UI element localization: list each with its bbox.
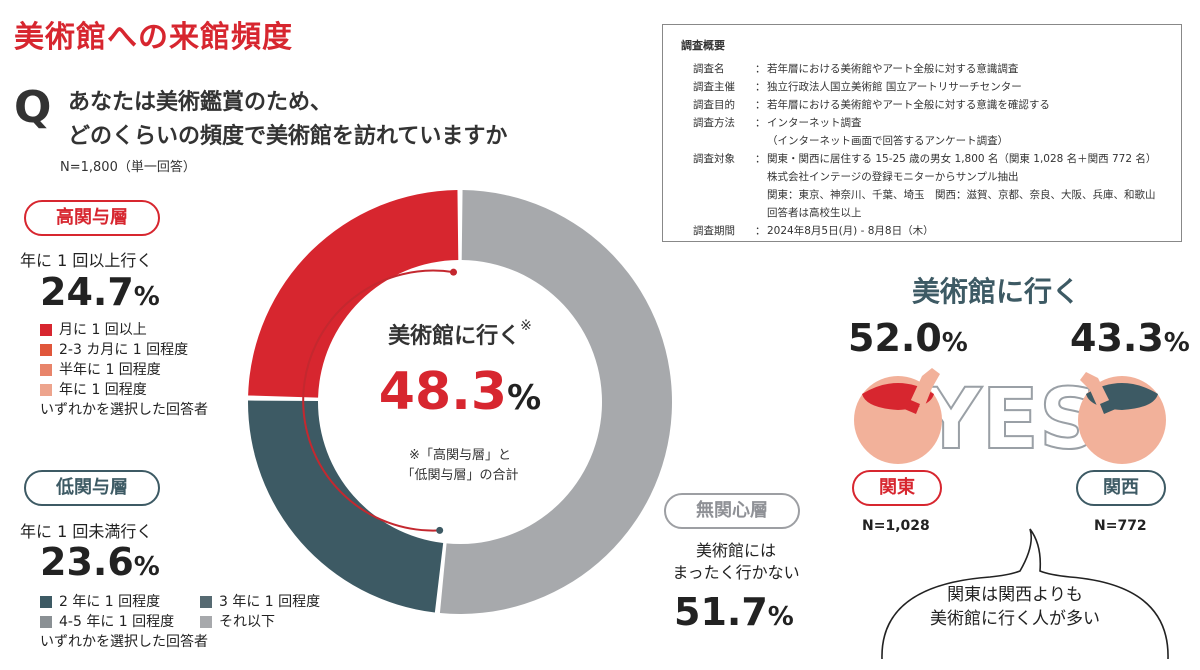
high-legend-item: 年に 1 回程度 [40,380,208,400]
high-legend-item: 月に 1 回以上 [40,320,208,340]
kanto-value-unit: % [941,328,968,358]
bracket-end-dot [436,526,444,534]
yes-text: YES [920,370,1100,468]
high-value-number: 24.7 [40,270,134,314]
kanto-sample-size: N=1,028 [862,518,930,534]
conclusion-text: 関東は関西よりも 美術館に行く人が多い [930,583,1100,631]
survey-method-detail: （インターネット画面で回答するアンケート調査） [767,135,1009,147]
center-footnote: ※「高関与層」と 「低関与層」の合計 [340,446,580,486]
no-interest-desc-line-2: まったく行かない [672,563,800,582]
legend-swatch [40,596,52,608]
legend-swatch [40,344,52,356]
center-footnote-line-2: 「低関与層」の合計 [401,468,519,483]
no-interest-desc-line-1: 美術館には [695,541,776,560]
low-involvement-badge: 低関与層 [24,470,160,506]
kansai-value-unit: % [1163,328,1190,358]
donut-slice-low [248,400,444,613]
kansai-value: 43.3% [1070,316,1190,360]
low-value-number: 23.6 [40,540,134,584]
no-interest-value: 51.7% [674,590,794,634]
low-value-unit: % [133,552,160,582]
question-line-1: あなたは美術鑑賞のため、 [68,90,333,115]
survey-target-region: 関東：東京、神奈川、千葉、埼玉 関西：滋賀、京都、奈良、大阪、兵庫、和歌山 [767,189,1156,201]
survey-row: 調査期間： 2024年8月5日(月) - 8月8日（木） [693,225,934,237]
survey-target-note: 回答者は高校生以上 [767,207,862,219]
survey-row: 調査方法：インターネット調査 [693,117,862,129]
legend-swatch [200,596,212,608]
low-legend-item: 2 年に 1 回程度 [40,592,200,612]
legend-swatch [40,616,52,628]
high-involvement-value: 24.7% [40,270,160,314]
question-text: あなたは美術鑑賞のため、 どのくらいの頻度で美術館を訪れていますか [68,86,507,154]
high-legend-item: 2-3 カ月に 1 回程度 [40,340,208,360]
legend-swatch [200,616,212,628]
low-legend-item: 3 年に 1 回程度 [200,592,320,612]
center-value: 48.3% [340,362,580,422]
donut-slice-high [248,190,459,398]
low-legend-note: いずれかを選択した回答者 [40,634,208,650]
survey-title: 調査概要 [681,39,725,52]
center-value-number: 48.3 [378,362,508,422]
kanto-badge: 関東 [852,470,942,506]
high-legend-note: いずれかを選択した回答者 [40,402,208,418]
legend-swatch [40,384,52,396]
no-interest-desc: 美術館には まったく行かない [650,540,822,584]
center-footnote-line-1: ※「高関与層」と [409,448,511,463]
sample-size-note: N=1,800（単一回答） [60,160,196,175]
survey-row: 調査対象：関東・関西に居住する 15-25 歳の男女 1,800 名（関東 1,… [693,153,1157,165]
survey-overview: 調査概要 調査名：若年層における美術館やアート全般に対する意識調査 調査主催：独… [662,24,1182,242]
comparison-title: 美術館に行く [912,275,1081,308]
conclusion-line-2: 美術館に行く人が多い [930,609,1100,629]
kansai-sample-size: N=772 [1094,518,1147,534]
legend-swatch [40,324,52,336]
survey-row: 調査目的：若年層における美術館やアート全般に対する意識を確認する [693,99,1050,111]
center-label-block: 美術館に行く※ [340,318,580,350]
kanto-value: 52.0% [848,316,968,360]
high-involvement-desc: 年に 1 回以上行く [20,251,153,270]
survey-row: 調査主催：独立行政法人国立美術館 国立アートリサーチセンター [693,81,1022,93]
donut-chart [248,190,672,614]
legend-swatch [40,364,52,376]
question-line-2: どのくらいの頻度で美術館を訪れていますか [68,124,508,149]
high-involvement-badge: 高関与層 [24,200,160,236]
center-label: 美術館に行く [388,324,521,349]
center-mark: ※ [520,318,532,334]
low-legend-item: それ以下 [200,612,275,632]
kansai-value-number: 43.3 [1070,316,1164,360]
donut-slice-none [439,190,672,614]
survey-row: 調査名：若年層における美術館やアート全般に対する意識調査 [693,63,1019,75]
involved-bracket [302,269,454,532]
none-value-unit: % [767,602,794,632]
kansai-figure [1078,372,1166,464]
question-mark: Q [14,82,52,133]
high-legend: 月に 1 回以上 2-3 カ月に 1 回程度 半年に 1 回程度 年に 1 回程… [40,320,208,420]
center-value-unit: % [507,378,542,418]
conclusion-bubble [881,528,1169,660]
low-legend: 2 年に 1 回程度 3 年に 1 回程度 4-5 年に 1 回程度 それ以下 … [40,592,340,652]
no-interest-badge: 無関心層 [664,493,800,529]
yes-illustration: YES [854,368,1166,468]
page-title: 美術館への来館頻度 [14,20,293,55]
kanto-figure [854,368,942,464]
high-value-unit: % [133,282,160,312]
kanto-value-number: 52.0 [848,316,942,360]
conclusion-line-1: 関東は関西よりも [947,585,1083,605]
low-legend-item: 4-5 年に 1 回程度 [40,612,200,632]
none-value-number: 51.7 [674,590,768,634]
low-involvement-desc: 年に 1 回未満行く [20,522,153,541]
high-legend-item: 半年に 1 回程度 [40,360,208,380]
kansai-badge: 関西 [1076,470,1166,506]
survey-target-detail: 株式会社インテージの登録モニターからサンプル抽出 [767,171,1019,183]
bracket-end-dot [450,268,458,276]
low-involvement-value: 23.6% [40,540,160,584]
